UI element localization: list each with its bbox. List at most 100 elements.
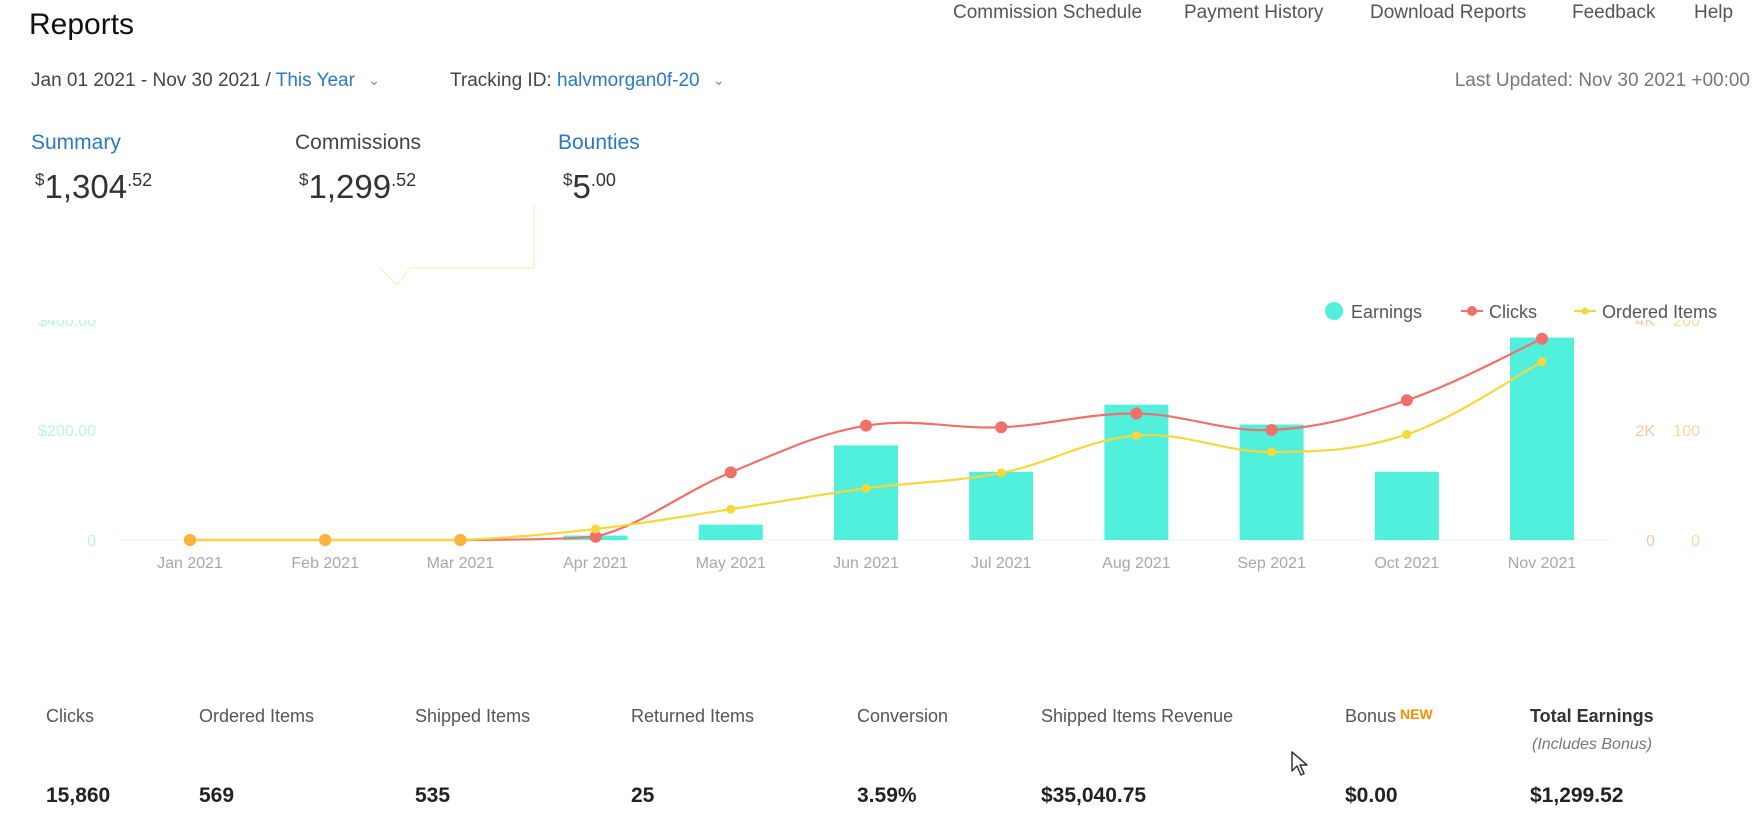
stat-value-returned-items: 25 — [631, 784, 655, 807]
axis-x-tick-label: Jun 2021 — [833, 555, 899, 572]
currency-symbol: $ — [35, 170, 45, 189]
amount-whole: 1,299 — [308, 168, 392, 205]
stat-label-bonus: Bonus NEW — [1345, 706, 1433, 727]
ordered-items-point — [1267, 447, 1277, 457]
tab-bounties[interactable]: Bounties — [558, 131, 640, 154]
stat-value-ordered-items: 569 — [199, 784, 235, 807]
stat-label-shipped-items: Shipped Items — [415, 706, 531, 726]
legend-earnings[interactable]: Earnings — [1325, 302, 1422, 323]
download-reports-link[interactable]: Download Reports — [1370, 2, 1527, 23]
date-range: Jan 01 2021 - Nov 30 2021 — [31, 70, 261, 91]
stat-label-clicks: Clicks — [46, 706, 94, 726]
stat-value-conversion: 3.59% — [857, 784, 917, 807]
stat-value-shipped-revenue: $35,040.75 — [1041, 784, 1147, 807]
axis-x-tick-label: Nov 2021 — [1508, 555, 1577, 572]
ordered-items-point — [454, 534, 467, 546]
payment-history-link[interactable]: Payment History — [1184, 2, 1324, 23]
axis-x-tick-label: Jan 2021 — [157, 555, 223, 572]
feedback-link[interactable]: Feedback — [1572, 2, 1656, 23]
stat-label-shipped-revenue: Shipped Items Revenue — [1041, 706, 1234, 726]
date-filter[interactable]: Jan 01 2021 - Nov 30 2021 / This Year ⌄ — [31, 70, 380, 92]
currency-symbol: $ — [563, 170, 573, 189]
axis-x-tick-label: Mar 2021 — [427, 555, 495, 572]
axis-x-tick-label: Oct 2021 — [1374, 555, 1439, 572]
legend-label: Ordered Items — [1602, 302, 1718, 322]
stat-value-total-earnings: $1,299.52 — [1530, 784, 1624, 807]
amount-fraction: .52 — [391, 170, 417, 190]
earnings-bar — [698, 524, 763, 540]
axis-left-tick-label: 0 — [87, 533, 96, 550]
clicks-point — [995, 421, 1008, 434]
stat-label-ordered-items: Ordered Items — [199, 706, 315, 726]
amount-fraction: .00 — [590, 170, 616, 190]
amount-whole: 1,304 — [44, 168, 128, 205]
chevron-down-icon[interactable]: ⌄ — [368, 72, 380, 88]
axis-right-clicks-tick-label: 4K — [1635, 320, 1655, 330]
ordered-items-point — [861, 483, 871, 493]
clicks-point — [589, 530, 602, 543]
clicks-point — [860, 419, 872, 432]
clicks-swatch-icon — [1461, 306, 1483, 317]
ordered-items-point — [184, 534, 196, 546]
stat-label-total-earnings: Total Earnings — [1530, 706, 1654, 726]
chart-legend: Earnings Clicks Ordered Items — [0, 302, 1756, 326]
axis-x-tick-label: Feb 2021 — [291, 555, 359, 572]
bounties-amount: $5.00 — [563, 168, 616, 206]
earnings-bar — [1510, 337, 1574, 540]
tab-commissions[interactable]: Commissions — [295, 131, 422, 154]
earnings-swatch-icon — [1325, 302, 1343, 321]
axis-right-items-tick-label: 100 — [1673, 423, 1700, 440]
tracking-id-selector[interactable]: halvmorgan0f-20 — [557, 70, 700, 91]
earnings-bar — [969, 471, 1034, 540]
stat-label-returned-items: Returned Items — [631, 706, 755, 726]
legend-label: Earnings — [1351, 302, 1423, 322]
period-selector[interactable]: This Year — [275, 70, 355, 91]
stat-value-bonus: $0.00 — [1345, 784, 1398, 807]
decorative-outline — [380, 205, 535, 285]
legend-clicks[interactable]: Clicks — [1461, 302, 1537, 323]
new-badge: NEW — [1400, 706, 1433, 722]
tracking-label: Tracking ID: — [450, 70, 552, 91]
axis-x-tick-label: Apr 2021 — [563, 555, 628, 572]
ordered-items-swatch-icon — [1574, 307, 1596, 315]
ordered-items-point — [319, 534, 332, 546]
amount-whole: 5 — [572, 168, 591, 205]
axis-left-tick-label: $200.00 — [38, 423, 96, 440]
ordered-items-point — [591, 524, 601, 534]
legend-label: Clicks — [1489, 302, 1537, 322]
commission-schedule-link[interactable]: Commission Schedule — [953, 2, 1143, 23]
earnings-bar — [1239, 424, 1304, 540]
summary-amount: $1,304.52 — [35, 168, 152, 206]
stat-value-shipped-items: 535 — [415, 784, 451, 807]
clicks-point — [1265, 424, 1278, 436]
clicks-point — [1400, 394, 1413, 407]
stat-label-conversion: Conversion — [857, 706, 949, 726]
mouse-pointer-icon — [1291, 751, 1308, 776]
clicks-point — [1130, 407, 1143, 420]
ordered-items-point — [1537, 357, 1547, 367]
clicks-point — [1536, 332, 1548, 345]
ordered-items-point — [726, 504, 736, 514]
axis-right-clicks-tick-label: 2K — [1635, 423, 1655, 440]
earnings-bar — [1374, 471, 1439, 540]
earnings-bar — [1104, 404, 1169, 540]
stat-value-clicks: 15,860 — [46, 784, 111, 807]
commissions-amount: $1,299.52 — [299, 168, 416, 206]
clicks-point — [724, 466, 737, 479]
bonus-label: Bonus — [1345, 706, 1397, 726]
tracking-filter[interactable]: Tracking ID: halvmorgan0f-20 ⌄ — [450, 70, 725, 92]
tab-summary[interactable]: Summary — [31, 131, 121, 154]
axis-left-tick-label: $400.00 — [38, 320, 96, 330]
chevron-down-icon[interactable]: ⌄ — [712, 72, 725, 88]
axis-right-clicks-tick-label: 0 — [1646, 533, 1655, 550]
amount-fraction: .52 — [127, 170, 153, 190]
legend-ordered-items[interactable]: Ordered Items — [1574, 302, 1717, 323]
last-updated: Last Updated: Nov 30 2021 +00:00 — [1454, 70, 1750, 91]
earnings-chart: 0 $200.00 $400.00 0 2K 4K 0 100 200 Jan 2021 Feb 2… — [38, 320, 1700, 572]
axis-x-tick-label: May 2021 — [696, 555, 766, 572]
axis-right-items-tick-label: 0 — [1691, 533, 1700, 550]
stat-sublabel-includes-bonus: (Includes Bonus) — [1532, 736, 1653, 753]
axis-right-items-tick-label: 200 — [1673, 320, 1700, 330]
axis-x-tick-label: Jul 2021 — [971, 555, 1032, 572]
help-link[interactable]: Help — [1694, 2, 1734, 23]
